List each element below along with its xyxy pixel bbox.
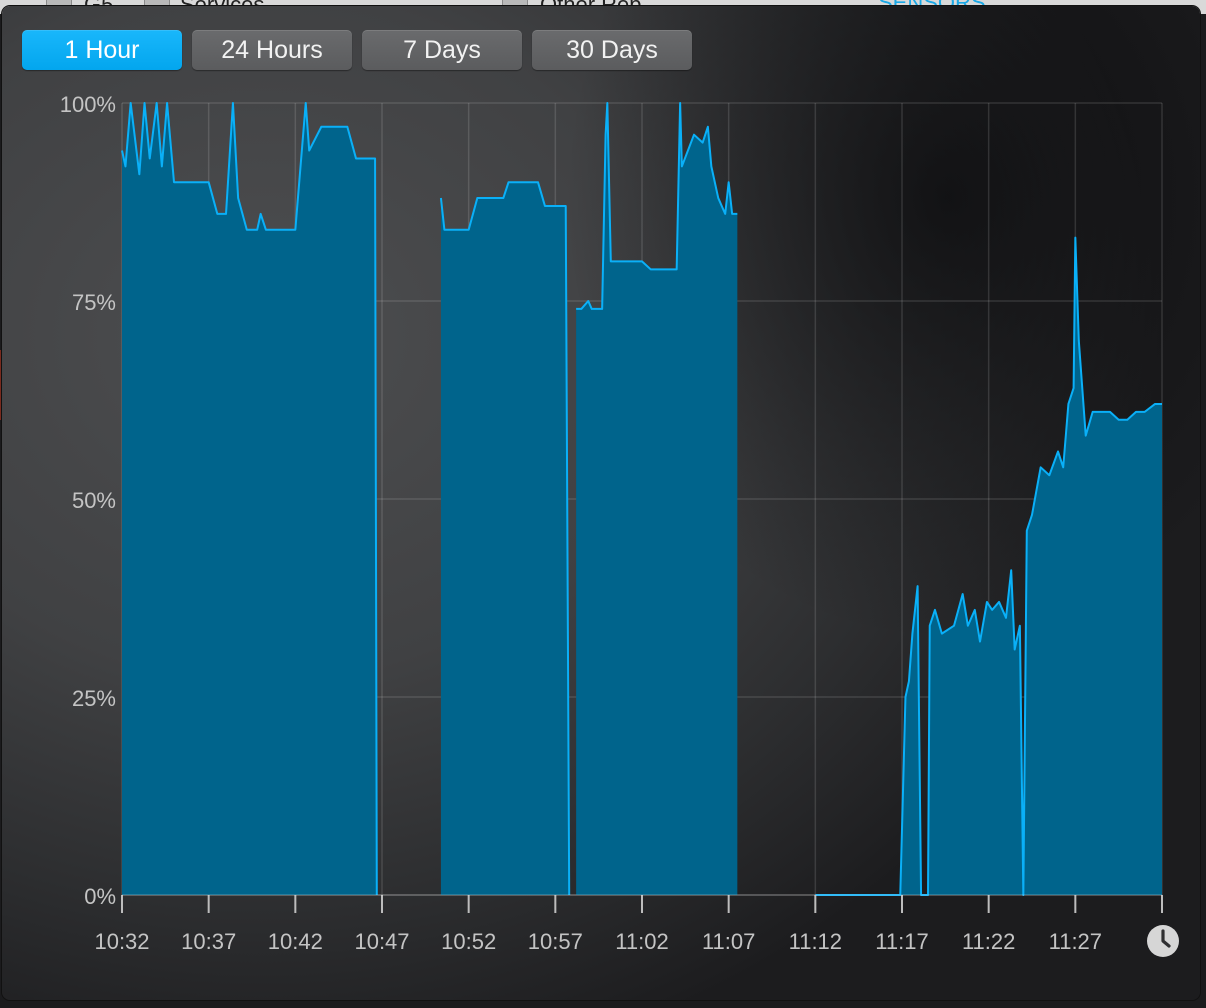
area-segment: [576, 103, 738, 895]
x-tick-label: 11:27: [1049, 929, 1102, 954]
history-popover: 1 Hour 24 Hours 7 Days 30 Days 0% 25% 50% 7…: [2, 6, 1200, 1000]
x-tick-label: 10:57: [528, 929, 583, 954]
area-segment: [440, 182, 570, 895]
y-tick-label: 25%: [72, 686, 116, 711]
time-range-selector: 1 Hour 24 Hours 7 Days 30 Days: [22, 30, 692, 70]
x-tick-label: 11:12: [789, 929, 842, 954]
y-tick-label: 100%: [60, 92, 116, 117]
x-tick-label: 11:17: [875, 929, 928, 954]
x-axis: 10:32 10:37 10:42 10:47 10:52 10:57 11:02 11:07…: [94, 894, 1163, 954]
background-accent: [0, 350, 3, 420]
chart-areas: [122, 103, 1162, 895]
range-button-7-days[interactable]: 7 Days: [362, 30, 522, 70]
y-tick-label: 0%: [84, 884, 116, 909]
range-button-30-days[interactable]: 30 Days: [532, 30, 692, 70]
chart-lines: [121, 102, 1162, 896]
x-tick-label: 10:52: [441, 929, 496, 954]
x-tick-label: 10:47: [354, 929, 409, 954]
area-segment: [815, 237, 1162, 895]
x-tick-label: 11:22: [962, 929, 1015, 954]
area-segment: [122, 103, 377, 895]
x-tick-label: 11:02: [615, 929, 668, 954]
clock-icon[interactable]: [1146, 924, 1180, 958]
series-line: [121, 102, 378, 896]
series-line: [576, 102, 738, 310]
x-tick-label: 11:07: [702, 929, 755, 954]
series-line: [439, 181, 571, 896]
y-tick-label: 50%: [72, 488, 116, 513]
x-tick-label: 10:42: [268, 929, 323, 954]
range-button-1-hour[interactable]: 1 Hour: [22, 30, 182, 70]
x-tick-label: 10:37: [181, 929, 236, 954]
series-line: [815, 236, 1162, 896]
x-tick-label: 10:32: [94, 929, 149, 954]
background-sensors-label: SENSORS: [878, 0, 986, 10]
usage-area-chart: 0% 25% 50% 75% 100% 10:32 10:37 10:42 10:47 10:5…: [60, 92, 1163, 954]
y-axis: 0% 25% 50% 75% 100%: [60, 92, 116, 909]
range-button-24-hours[interactable]: 24 Hours: [192, 30, 352, 70]
y-tick-label: 75%: [72, 290, 116, 315]
